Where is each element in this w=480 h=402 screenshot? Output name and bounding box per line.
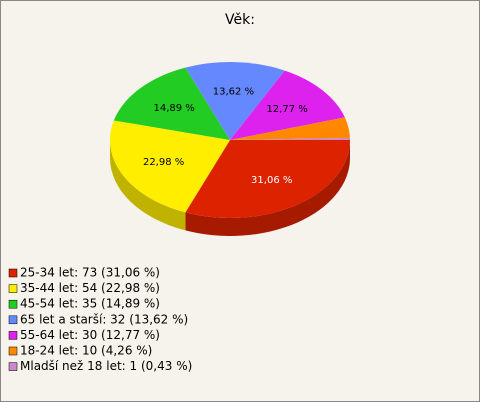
slice-side <box>110 140 186 231</box>
legend-swatch <box>8 315 18 325</box>
legend-label: 55-64 let: 30 (12,77 %) <box>20 328 160 342</box>
legend-label: 65 let a starší: 32 (13,62 %) <box>20 312 188 326</box>
legend-label: 25-34 let: 73 (31,06 %) <box>20 266 160 280</box>
slice-side <box>185 140 350 237</box>
legend-label: 45-54 let: 35 (14,89 %) <box>20 297 160 311</box>
slice <box>230 137 350 140</box>
slice <box>230 70 345 140</box>
legend-swatch <box>8 268 18 278</box>
slice <box>185 140 350 219</box>
legend-label: 35-44 let: 54 (22,98 %) <box>20 281 160 295</box>
chart-title: Věk: <box>225 12 255 28</box>
legend-swatch <box>8 299 18 309</box>
legend-swatch <box>8 346 18 356</box>
slice-label: 14,89 % <box>153 103 194 114</box>
slice-label: 12,77 % <box>266 104 307 115</box>
legend-swatch <box>8 284 18 293</box>
legend-label: Mladší než 18 let: 1 (0,43 %) <box>20 359 192 373</box>
slice-label: 31,06 % <box>251 175 292 186</box>
slice <box>230 117 350 140</box>
legend-label: 18-24 let: 10 (4,26 %) <box>20 344 152 358</box>
legend-swatch <box>8 362 18 371</box>
slice <box>185 62 285 140</box>
slice-label: 13,62 % <box>213 87 254 98</box>
legend-swatch <box>8 331 18 340</box>
slice <box>113 67 230 140</box>
slice-label: 22,98 % <box>143 157 184 168</box>
slice <box>110 120 230 213</box>
